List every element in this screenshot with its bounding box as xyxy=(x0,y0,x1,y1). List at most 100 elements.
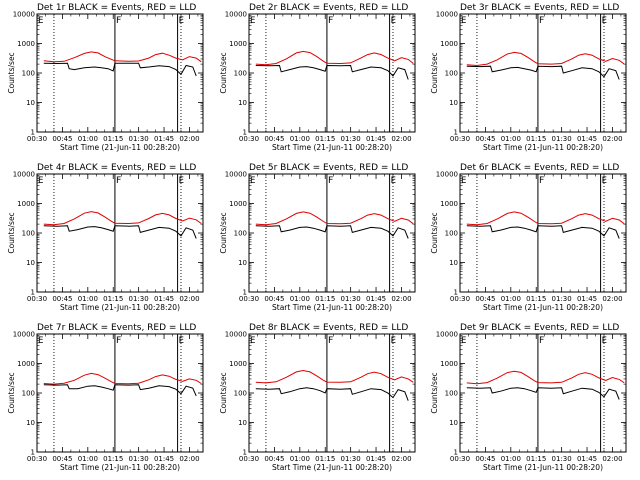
panel-title: Det 1r BLACK = Events, RED = LLD xyxy=(37,3,196,13)
y-tick-label: 10000 xyxy=(436,171,458,179)
y-tick-label: 10000 xyxy=(225,171,247,179)
x-tick-label: 02:00 xyxy=(602,295,622,303)
y-tick-label: 10 xyxy=(238,419,247,427)
x-tick-label: 00:45 xyxy=(52,135,72,143)
y-tick-label: 10 xyxy=(449,99,458,107)
plot-frame xyxy=(459,333,627,453)
x-tick-label: 01:45 xyxy=(154,295,174,303)
mode-marker-label: E xyxy=(602,336,607,346)
x-tick-label: 00:45 xyxy=(475,295,495,303)
panel-6: Det 6r BLACK = Events, RED = LLD 1 10 100 10… xyxy=(430,163,627,312)
x-tick-label: 01:45 xyxy=(366,135,386,143)
panel-4: Det 4r BLACK = Events, RED = LLD 1 10 100 10… xyxy=(7,163,204,312)
y-tick-label: 10 xyxy=(449,419,458,427)
x-tick-label: 01:30 xyxy=(341,455,361,463)
y-axis-label: Counts/sec xyxy=(7,372,16,413)
x-tick-label: 00:30 xyxy=(27,295,47,303)
x-tick-label: 02:00 xyxy=(179,455,199,463)
x-axis-label: Start Time (21-Jun-11 00:28:20) xyxy=(483,463,603,472)
mode-marker-label: E xyxy=(461,16,466,26)
y-tick-label: 1 xyxy=(454,449,458,457)
x-tick-label: 01:30 xyxy=(129,295,149,303)
x-tick-label: 01:15 xyxy=(315,455,335,463)
series-events xyxy=(43,62,197,77)
x-tick-label: 01:15 xyxy=(526,455,546,463)
x-tick-label: 00:45 xyxy=(475,135,495,143)
y-tick-label: 1 xyxy=(31,129,35,137)
series-events xyxy=(255,387,409,401)
y-tick-label: 1000 xyxy=(440,200,458,208)
y-axis-label: Counts/sec xyxy=(430,372,439,413)
series-lld xyxy=(255,369,414,384)
x-tick-label: 01:00 xyxy=(501,455,521,463)
x-tick-label: 01:00 xyxy=(290,295,310,303)
y-axis-label: Counts/sec xyxy=(219,372,228,413)
series-events xyxy=(255,64,409,80)
x-axis-label: Start Time (21-Jun-11 00:28:20) xyxy=(272,463,392,472)
series-lld xyxy=(43,211,202,226)
mode-marker-label: E xyxy=(391,176,396,186)
x-tick-label: 00:30 xyxy=(450,455,470,463)
panel-9: Det 9r BLACK = Events, RED = LLD 1 10 100 10… xyxy=(430,323,627,472)
x-tick-label: 01:30 xyxy=(552,455,572,463)
plot-frame xyxy=(36,13,204,133)
mode-marker-label: E xyxy=(461,336,466,346)
x-tick-label: 01:15 xyxy=(315,295,335,303)
x-tick-label: 01:15 xyxy=(526,295,546,303)
x-tick-label: 01:45 xyxy=(366,295,386,303)
x-tick-label: 01:45 xyxy=(366,455,386,463)
x-tick-label: 02:00 xyxy=(602,455,622,463)
x-tick-label: 01:45 xyxy=(577,135,597,143)
x-tick-label: 01:00 xyxy=(501,295,521,303)
series-lld xyxy=(43,51,202,63)
series-events xyxy=(466,65,620,80)
series-events xyxy=(255,225,409,239)
x-tick-label: 01:30 xyxy=(552,135,572,143)
series-lld xyxy=(43,372,202,385)
x-tick-label: 00:45 xyxy=(52,455,72,463)
panel-3: Det 3r BLACK = Events, RED = LLD 1 10 100 10… xyxy=(430,3,627,152)
y-tick-label: 100 xyxy=(22,390,35,398)
x-tick-label: 02:00 xyxy=(179,295,199,303)
mode-marker-label: F xyxy=(539,336,544,346)
panel-title: Det 2r BLACK = Events, RED = LLD xyxy=(249,3,408,13)
y-tick-label: 1000 xyxy=(229,200,247,208)
mode-marker-label: E xyxy=(38,176,43,186)
y-tick-label: 1000 xyxy=(440,360,458,368)
y-tick-label: 1 xyxy=(454,129,458,137)
x-tick-label: 00:45 xyxy=(264,295,284,303)
series-lld xyxy=(255,211,414,226)
mode-marker-label: F xyxy=(539,16,544,26)
mode-marker-label: E xyxy=(602,16,607,26)
y-tick-label: 1 xyxy=(31,289,35,297)
mode-marker-label: F xyxy=(328,16,333,26)
y-tick-label: 1000 xyxy=(229,360,247,368)
y-tick-label: 1000 xyxy=(17,200,35,208)
x-tick-label: 01:15 xyxy=(103,455,123,463)
mode-marker-label: E xyxy=(602,176,607,186)
y-tick-label: 100 xyxy=(22,230,35,238)
y-tick-label: 1000 xyxy=(17,360,35,368)
y-axis-label: Counts/sec xyxy=(219,52,228,93)
y-tick-label: 10000 xyxy=(436,331,458,339)
mode-marker-label: F xyxy=(116,16,121,26)
y-tick-label: 1000 xyxy=(229,40,247,48)
mode-marker-label: F xyxy=(328,336,333,346)
x-tick-label: 01:45 xyxy=(577,295,597,303)
y-tick-label: 100 xyxy=(234,230,247,238)
x-tick-label: 01:30 xyxy=(129,135,149,143)
y-tick-label: 100 xyxy=(445,390,458,398)
x-tick-label: 01:00 xyxy=(290,455,310,463)
plot-frame xyxy=(248,333,416,453)
x-tick-label: 02:00 xyxy=(602,135,622,143)
panel-1: Det 1r BLACK = Events, RED = LLD 1 10 100 10… xyxy=(7,3,204,152)
y-tick-label: 100 xyxy=(234,70,247,78)
mode-marker-label: E xyxy=(250,176,255,186)
x-tick-label: 00:30 xyxy=(27,455,47,463)
y-tick-label: 10 xyxy=(238,99,247,107)
x-tick-label: 02:00 xyxy=(391,135,411,143)
y-tick-label: 10 xyxy=(238,259,247,267)
y-tick-label: 100 xyxy=(234,390,247,398)
y-tick-label: 10 xyxy=(26,419,35,427)
mode-marker-label: E xyxy=(38,336,43,346)
